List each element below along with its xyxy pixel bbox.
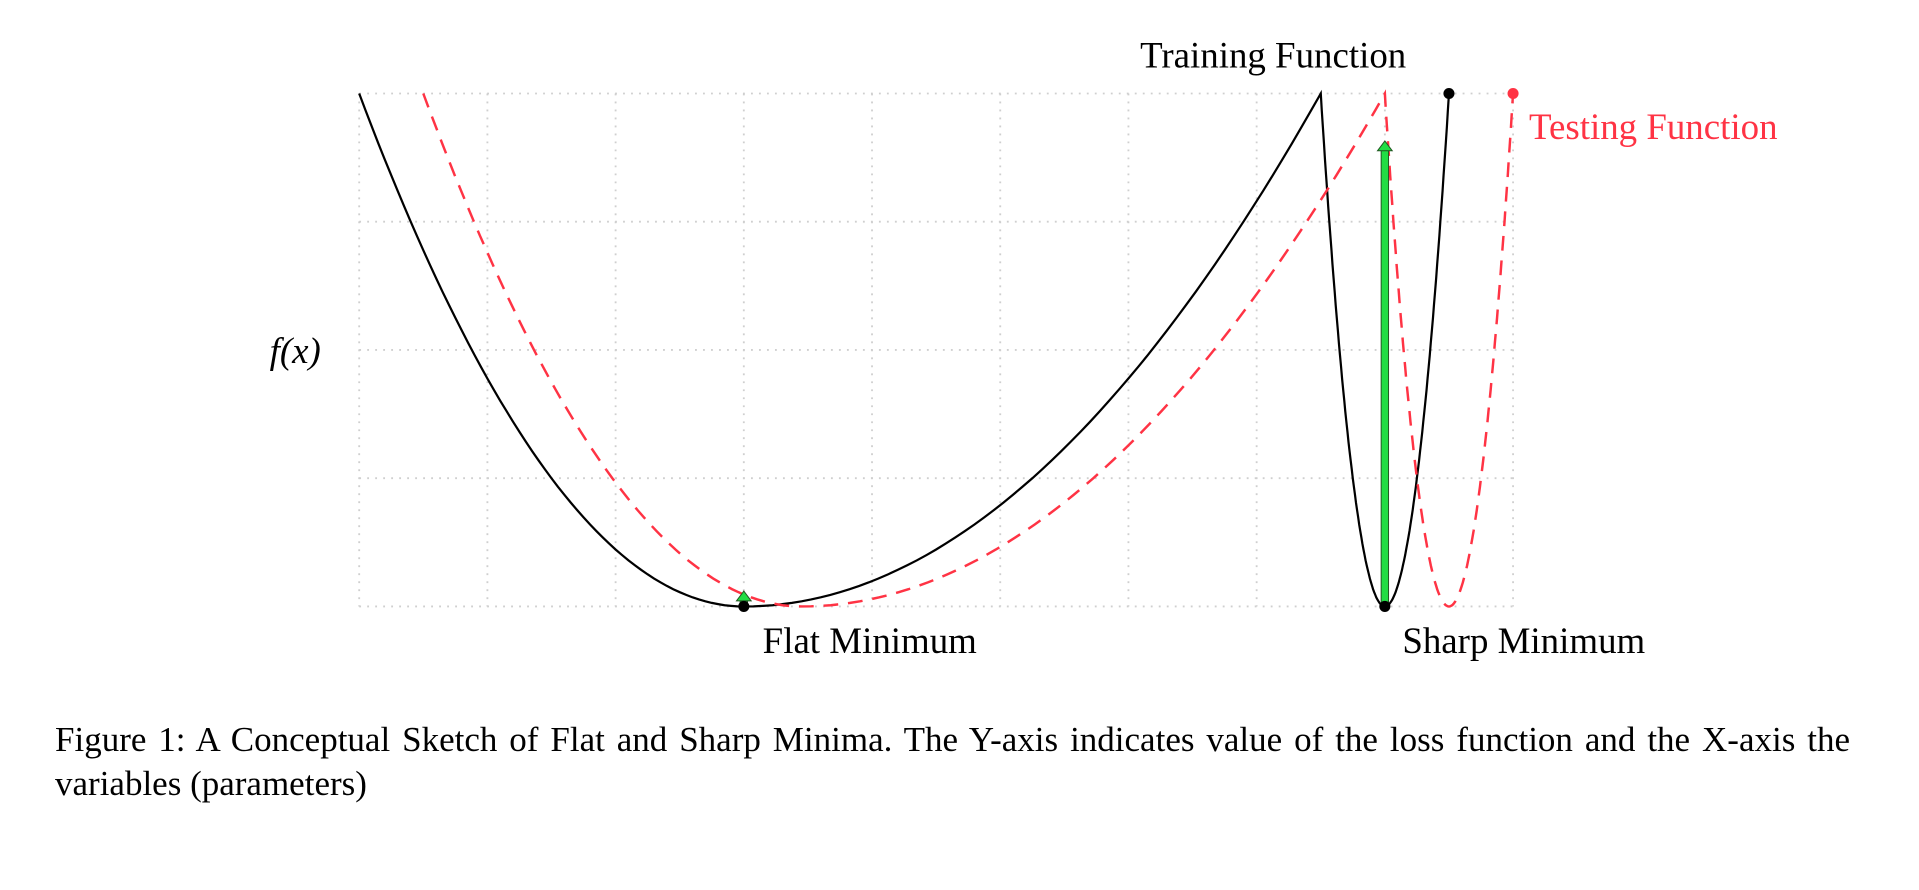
flat-minimum-label: Flat Minimum [763, 620, 977, 661]
marks [735, 87, 1519, 612]
training-function-label: Training Function [1140, 35, 1406, 76]
caption-line-2: function and the X-axis the variables (p… [55, 720, 1851, 803]
testing-function-curve [422, 89, 1515, 608]
ylabel: f(x) [270, 330, 321, 372]
arrow-head [735, 590, 753, 602]
point-marker [1379, 600, 1391, 612]
point-marker [738, 600, 750, 612]
curves [358, 89, 1515, 608]
caption-line-1: Figure 1: A Conceptual Sketch of Flat an… [55, 720, 1445, 759]
testing-function-label: Testing Function [1529, 106, 1777, 147]
point-marker [1443, 87, 1455, 100]
arrow-head [1376, 140, 1394, 152]
arrow-shaft [1380, 147, 1390, 607]
sharp-minimum-label: Sharp Minimum [1402, 620, 1645, 661]
point-marker [1507, 87, 1519, 100]
training-function-curve [358, 89, 1451, 608]
figure-caption: Figure 1: A Conceptual Sketch of Flat an… [55, 718, 1850, 806]
